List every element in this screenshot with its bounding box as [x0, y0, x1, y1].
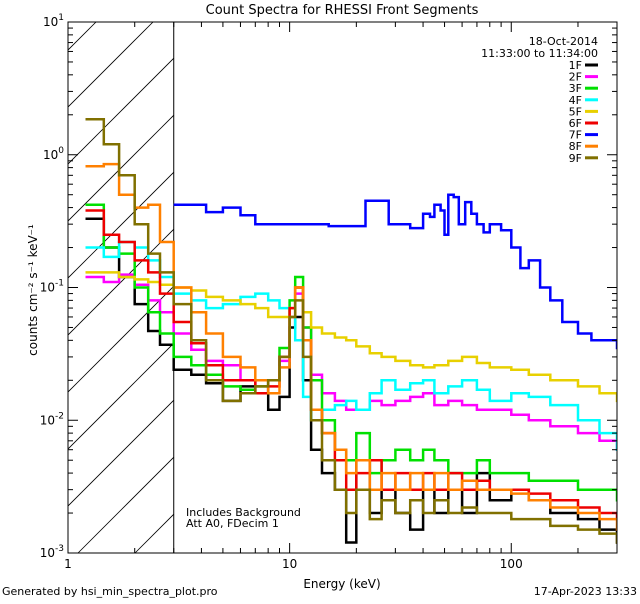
y-tick-label: 10-2 — [40, 411, 64, 427]
x-axis-label: Energy (keV) — [303, 577, 380, 591]
hatch-line — [68, 399, 174, 507]
hatch-line — [68, 114, 174, 222]
series-5F — [85, 271, 617, 403]
time-range-label: 11:33:00 to 11:34:00 — [481, 47, 598, 60]
chart-title: Count Spectra for RHESSI Front Segments — [206, 3, 479, 18]
generator-footer: Generated by hsi_min_spectra_plot.pro — [2, 585, 218, 598]
legend-label-2F: 2F — [569, 71, 582, 84]
y-tick-labels: 10-3 10-2 10-1 100 101 — [40, 13, 65, 560]
series-2F — [85, 273, 617, 451]
hatch-line — [68, 57, 174, 165]
y-tick-label: 100 — [43, 146, 64, 162]
legend-label-8F: 8F — [569, 140, 582, 153]
legend-label-6F: 6F — [569, 117, 582, 130]
timestamp-footer: 17-Apr-2023 13:33 — [534, 585, 637, 598]
x-tick-labels: 1 10 100 — [64, 557, 523, 571]
hatch-lines — [68, 22, 174, 553]
y-tick-label: 10-1 — [40, 279, 64, 295]
series-group — [85, 118, 617, 544]
hatch-line — [68, 228, 174, 336]
y-tick-label: 10-3 — [40, 544, 64, 560]
hatch-line — [68, 171, 174, 279]
plot-frame — [67, 21, 618, 554]
x-tick-label: 10 — [282, 557, 297, 571]
hatch-line — [68, 22, 154, 108]
attenuator-annotation: Att A0, FDecim 1 — [186, 517, 279, 530]
legend-label-7F: 7F — [569, 129, 582, 142]
legend-label-3F: 3F — [569, 82, 582, 95]
date-label: 18-Oct-2014 — [529, 35, 598, 48]
x-tick-label: 100 — [500, 557, 523, 571]
hatch-line — [68, 342, 174, 450]
legend-label-4F: 4F — [569, 94, 582, 107]
legend-label-9F: 9F — [569, 152, 582, 165]
hatch-line — [68, 22, 97, 51]
background-annotation: Includes Background — [186, 506, 301, 519]
x-tick-label: 1 — [64, 557, 72, 571]
hatch-line — [77, 456, 174, 553]
axis-ticks — [67, 21, 618, 554]
series-8F — [85, 162, 617, 531]
series-7F — [173, 193, 617, 350]
hatch-line — [134, 513, 174, 553]
series-4F — [85, 240, 617, 451]
y-tick-label: 101 — [43, 13, 64, 29]
legend-label-5F: 5F — [569, 105, 582, 118]
legend-label-1F: 1F — [569, 59, 582, 72]
y-axis-label: counts cm⁻² s⁻¹ keV⁻¹ — [26, 224, 40, 356]
series-9F — [85, 118, 617, 544]
series-3F — [85, 203, 617, 502]
